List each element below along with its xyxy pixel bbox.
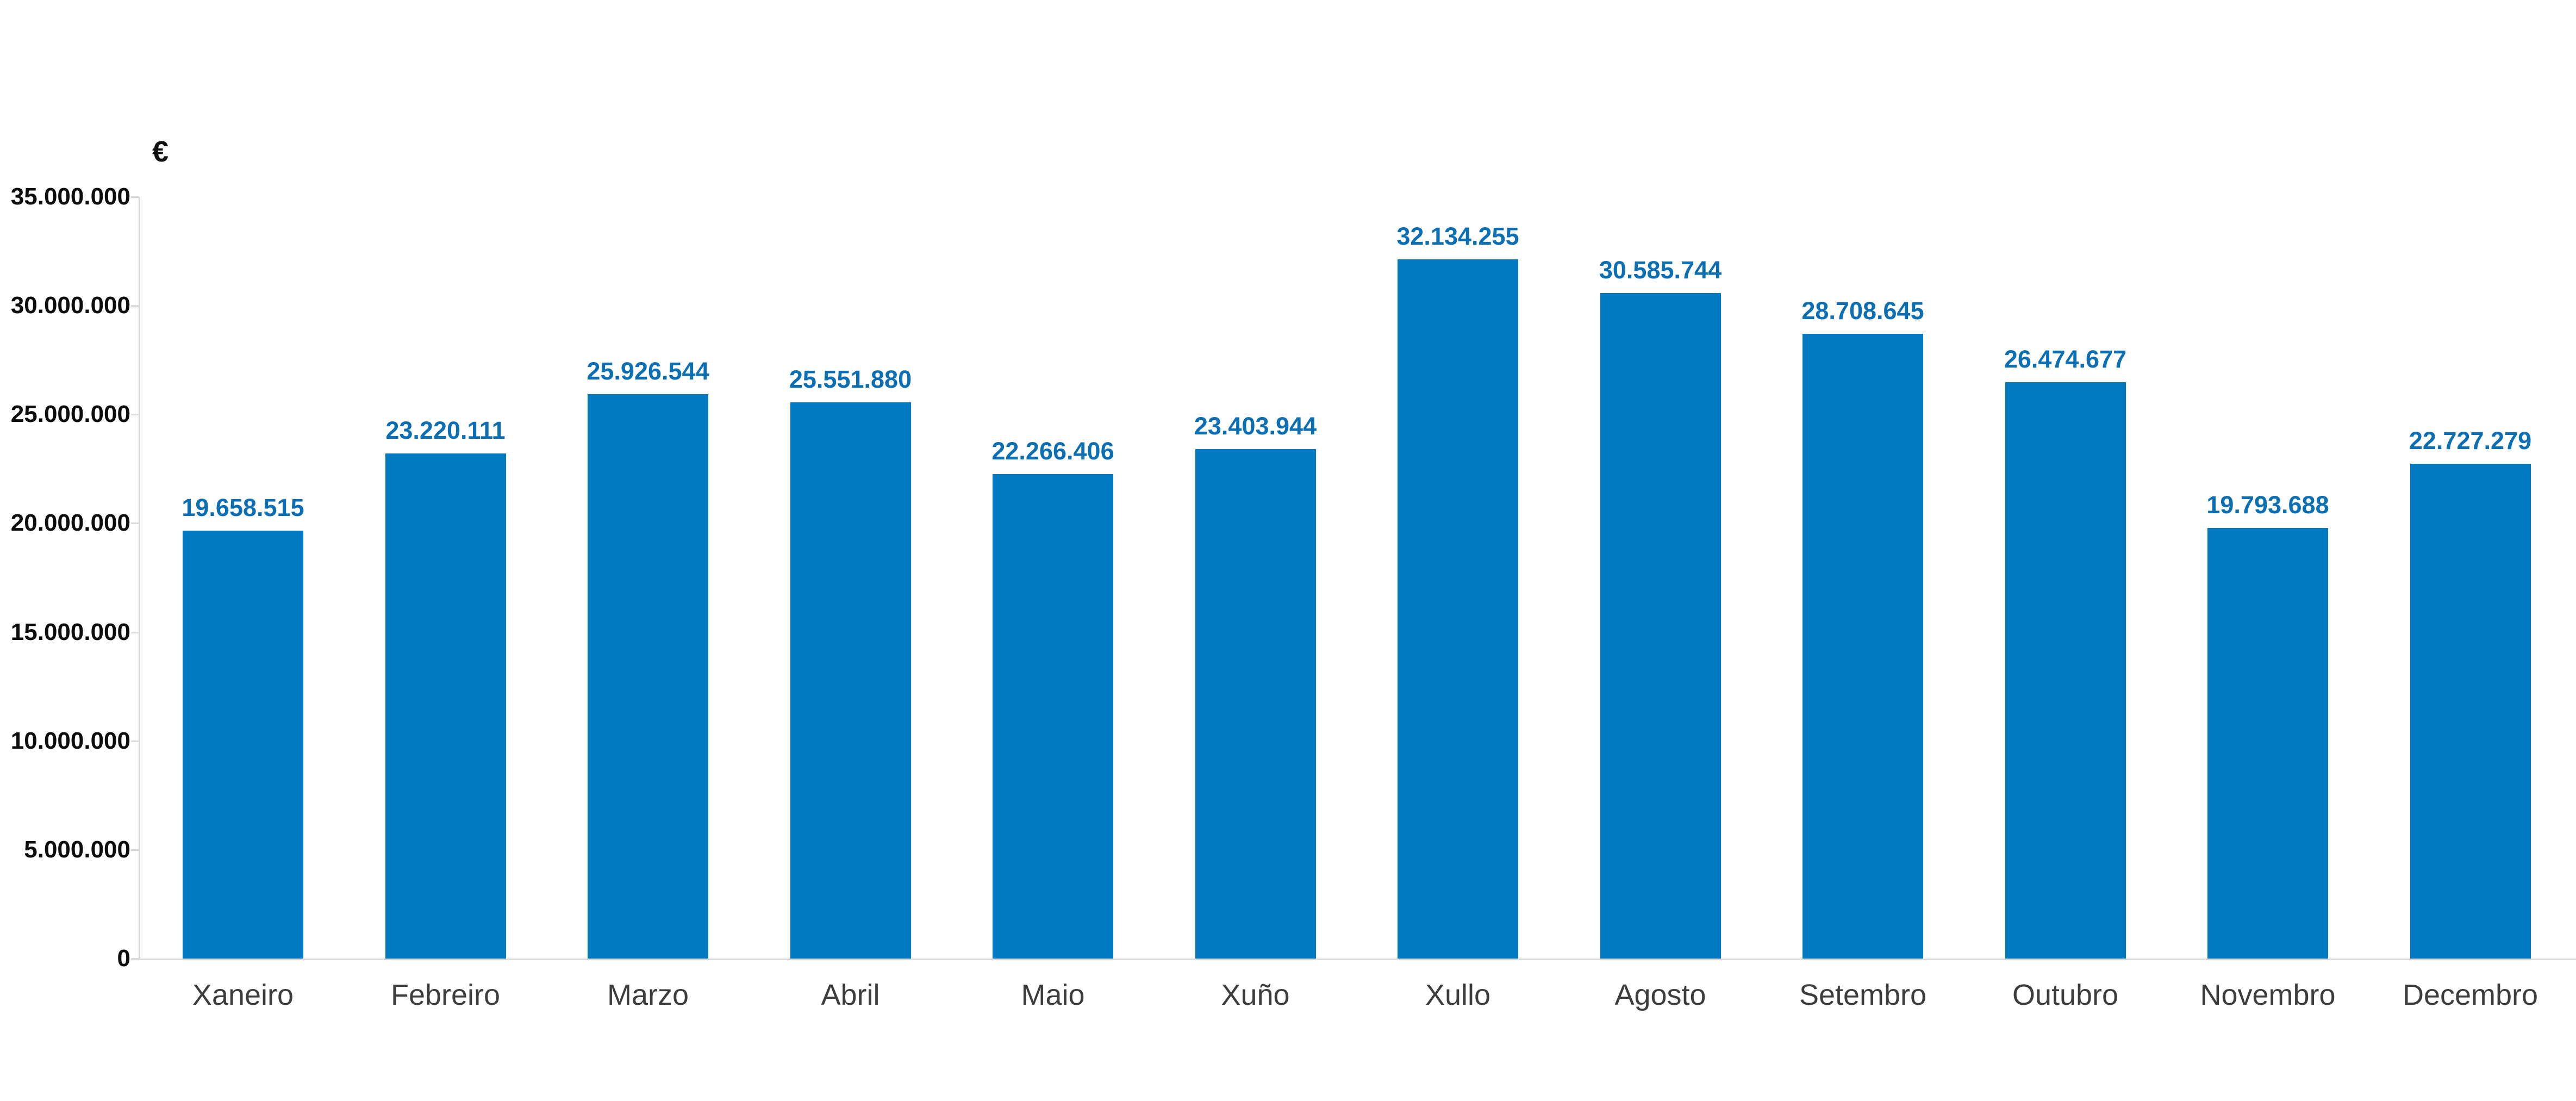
x-axis-label-marzo: Marzo: [607, 979, 689, 1011]
y-axis-tick-label: 10.000.000: [10, 727, 130, 754]
bar-febreiro[interactable]: [385, 453, 506, 959]
bar-decembro[interactable]: [2410, 464, 2531, 959]
bar-value-label: 25.551.880: [789, 365, 912, 394]
bar-value-label: 28.708.645: [1801, 296, 1924, 325]
bar-abril[interactable]: [790, 402, 911, 959]
x-axis-label-xaneiro: Xaneiro: [192, 979, 294, 1011]
x-axis-label-setembro: Setembro: [1799, 979, 1927, 1011]
bar-value-label: 30.585.744: [1599, 256, 1722, 284]
x-axis-label-febreiro: Febreiro: [390, 979, 501, 1011]
bar-value-label: 32.134.255: [1396, 222, 1519, 250]
y-axis-tick-label: 5.000.000: [24, 836, 130, 863]
bar-value-label: 25.926.544: [587, 357, 709, 385]
bar-value-label: 22.266.406: [991, 437, 1114, 465]
x-axis-label-xullo: Xullo: [1425, 979, 1491, 1011]
y-axis-tick: [131, 740, 139, 742]
bar-marzo[interactable]: [588, 394, 708, 959]
y-axis-tick-label: 30.000.000: [10, 292, 130, 319]
y-axis-line: [139, 197, 140, 959]
y-axis-tick: [131, 305, 139, 307]
x-axis-label-decembro: Decembro: [2402, 979, 2538, 1011]
y-axis-tick-label: 20.000.000: [10, 509, 130, 537]
bar-value-label: 26.474.677: [2004, 345, 2127, 374]
y-axis-tick-label: 25.000.000: [10, 401, 130, 428]
x-axis-label-maio: Maio: [1021, 979, 1085, 1011]
y-axis-tick: [131, 958, 139, 960]
x-axis-label-xuño: Xuño: [1221, 979, 1290, 1011]
y-axis-tick: [131, 849, 139, 851]
y-axis-tick-label: 0: [117, 945, 130, 972]
bar-maio[interactable]: [993, 474, 1113, 959]
bar-xaneiro[interactable]: [183, 531, 303, 959]
bar-value-label: 23.403.944: [1194, 412, 1317, 440]
bar-value-label: 23.220.111: [385, 416, 506, 444]
y-axis-tick: [131, 196, 139, 198]
x-axis-label-outubro: Outubro: [2012, 979, 2119, 1011]
bar-agosto[interactable]: [1600, 293, 1721, 959]
bar-value-label: 19.793.688: [2206, 490, 2329, 519]
bar-outubro[interactable]: [2005, 382, 2126, 959]
y-axis-tick-label: 15.000.000: [10, 618, 130, 645]
bar-novembro[interactable]: [2207, 527, 2328, 959]
y-axis-tick: [131, 414, 139, 416]
bar-xullo[interactable]: [1398, 259, 1518, 959]
y-axis-tick: [131, 631, 139, 633]
bar-setembro[interactable]: [1802, 333, 1923, 959]
bar-value-label: 22.727.279: [2409, 427, 2532, 455]
bar-value-label: 19.658.515: [182, 494, 304, 522]
bar-xuño[interactable]: [1195, 449, 1316, 959]
x-axis-label-novembro: Novembro: [2200, 979, 2336, 1011]
x-axis-label-abril: Abril: [821, 979, 880, 1011]
x-axis-label-agosto: Agosto: [1614, 979, 1706, 1011]
y-axis-tick-label: 35.000.000: [10, 183, 130, 210]
y-axis-unit-label: €: [152, 135, 169, 168]
x-axis-line: [139, 959, 2576, 960]
y-axis-tick: [131, 522, 139, 525]
